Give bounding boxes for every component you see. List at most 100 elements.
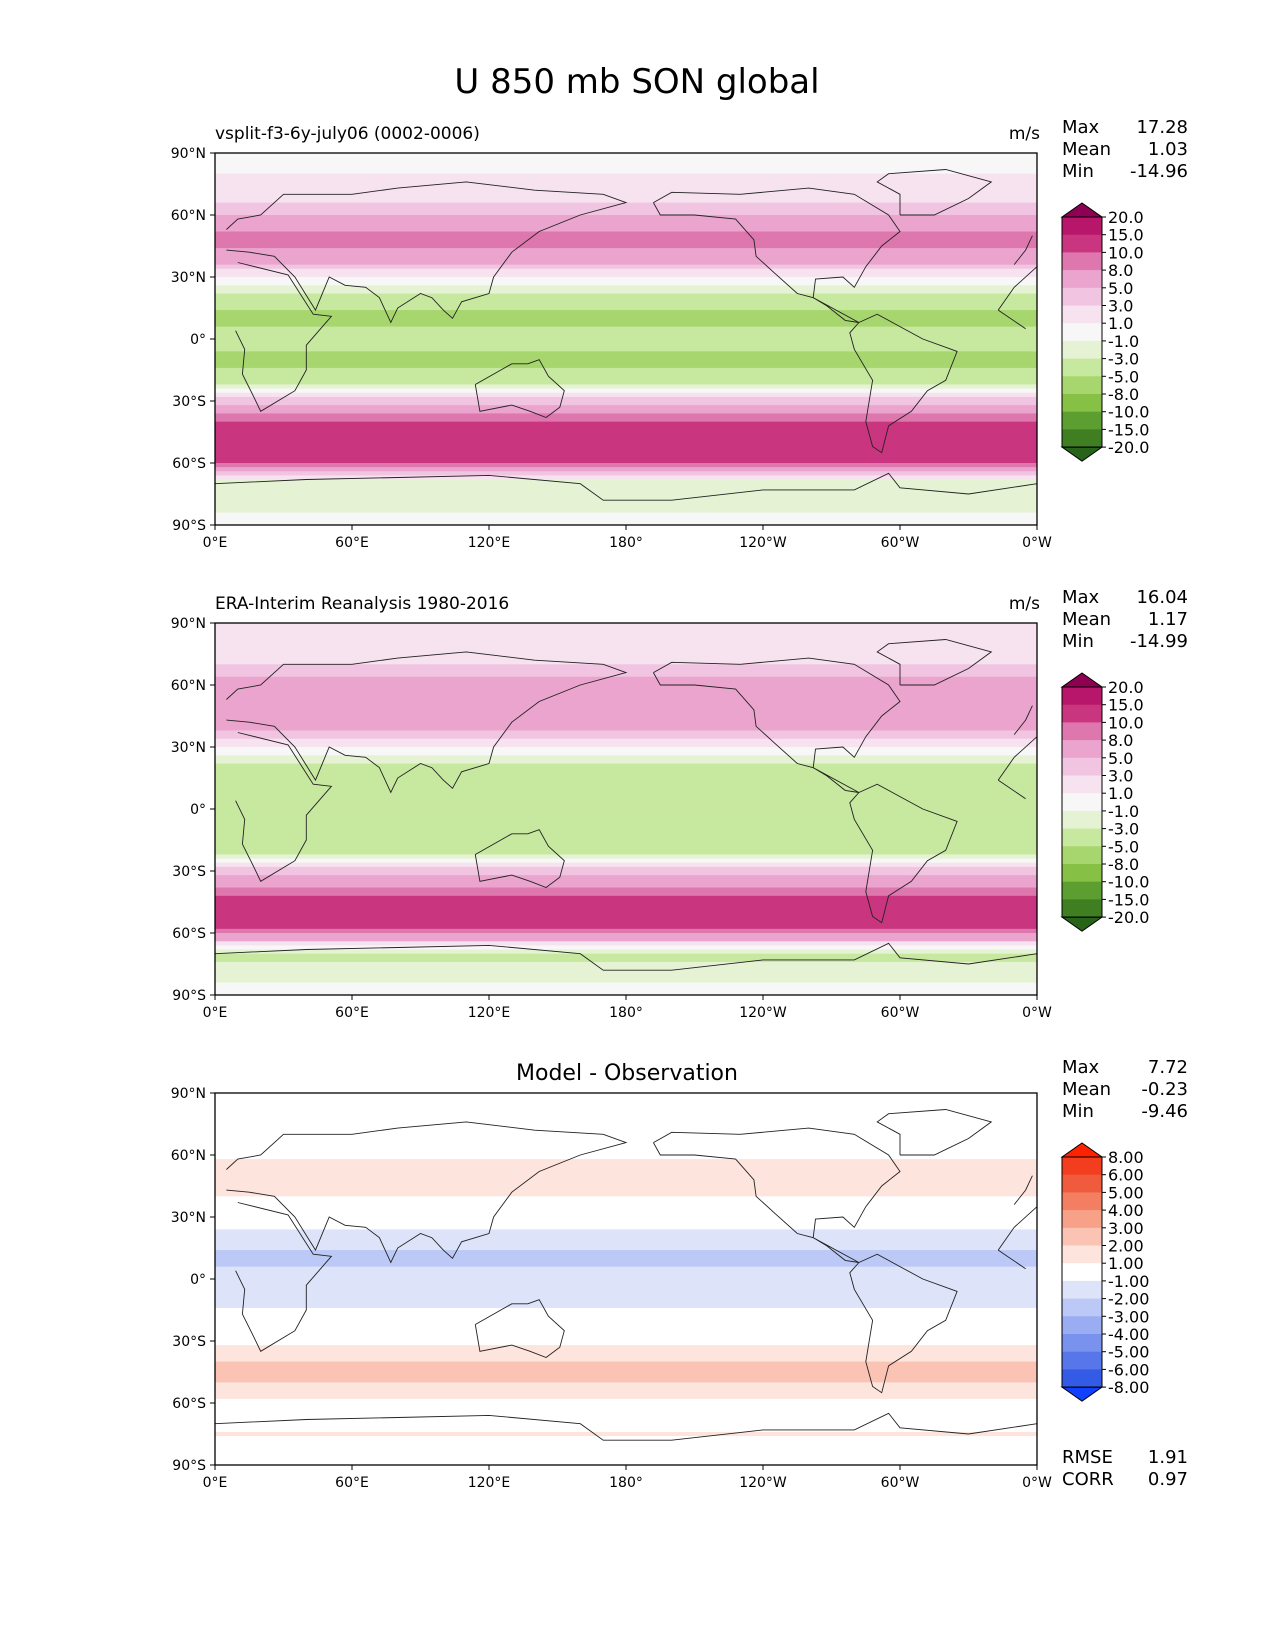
field-band — [215, 194, 1037, 200]
field-band — [215, 1245, 1037, 1251]
field-band — [215, 1427, 1037, 1433]
field-band — [215, 928, 1037, 934]
field-band — [215, 982, 1037, 988]
y-tick-label: 30°N — [171, 740, 206, 756]
field-band — [215, 821, 1037, 827]
field-band — [215, 751, 1037, 756]
colorbar-label: -3.0 — [1108, 820, 1139, 839]
field-band — [215, 1225, 1037, 1230]
colorbar-label: -10.0 — [1108, 873, 1149, 892]
field-band — [215, 463, 1037, 468]
field-band — [215, 372, 1037, 377]
colorbar-segment — [1062, 1351, 1102, 1370]
coastline — [474, 1299, 565, 1359]
field-band — [215, 1117, 1037, 1123]
field-band — [215, 933, 1037, 938]
coastline — [653, 1127, 901, 1263]
y-tick-label: 60°N — [171, 678, 206, 694]
y-tick-label: 30°S — [172, 1334, 206, 1350]
x-tick-label: 180° — [609, 1005, 643, 1021]
colorbar-segment — [1062, 793, 1102, 812]
field-band — [215, 1361, 1037, 1367]
field-band — [215, 862, 1037, 868]
field-band — [215, 705, 1037, 711]
field-band — [215, 401, 1037, 406]
colorbar-segment — [1062, 217, 1102, 236]
panel-difference: Model - Observation Max 7.72 Mean -0.23 … — [171, 1057, 1188, 1491]
field-band — [215, 1130, 1037, 1135]
field-band — [215, 722, 1037, 727]
field-band — [215, 1093, 1037, 1098]
field-band — [215, 858, 1037, 864]
colorbar-segment — [1062, 1334, 1102, 1353]
field-band — [215, 1142, 1037, 1148]
field-band — [215, 388, 1037, 394]
metrics-box: RMSE 1.91 CORR 0.97 — [1062, 1447, 1188, 1490]
field-band — [215, 413, 1037, 419]
axis-ticks: 0°E 60°E 120°E 180° 120°W 60°W 0°W 90°N 60°N 30°N… — [171, 146, 1052, 551]
field-band — [215, 1419, 1037, 1425]
field-band — [215, 1415, 1037, 1421]
coastline — [215, 472, 1037, 501]
field-band — [215, 866, 1037, 872]
field-band — [215, 651, 1037, 657]
colorbar-segment — [1062, 411, 1102, 430]
field-band — [215, 1097, 1037, 1102]
field-band — [215, 945, 1037, 951]
field-band — [215, 966, 1037, 971]
colorbar-label: -6.00 — [1108, 1360, 1149, 1379]
y-tick-label: 90°N — [171, 146, 206, 162]
field-band — [215, 310, 1037, 315]
coastline — [849, 313, 958, 454]
field-band — [215, 210, 1037, 216]
field-band — [215, 1109, 1037, 1115]
field-band — [215, 1312, 1037, 1317]
field-band — [215, 904, 1037, 909]
field-band — [215, 792, 1037, 798]
field-band — [215, 248, 1037, 253]
field-band — [215, 231, 1037, 237]
field-band — [215, 1283, 1037, 1288]
field-band — [215, 1175, 1037, 1181]
field-band — [215, 500, 1037, 505]
coastline — [226, 651, 628, 794]
field-band — [215, 676, 1037, 682]
y-tick-label: 90°S — [172, 988, 206, 1004]
coastline — [997, 779, 1026, 800]
max-value: 16.04 — [1136, 587, 1188, 608]
coastline — [876, 1109, 993, 1156]
field-band — [215, 223, 1037, 228]
colorbar-label: 5.00 — [1108, 1183, 1144, 1202]
field-band — [215, 1460, 1037, 1465]
y-tick-label: 60°S — [172, 1396, 206, 1412]
mean-value: 1.17 — [1148, 609, 1188, 630]
field-band — [215, 685, 1037, 690]
field-band — [215, 813, 1037, 818]
rmse-label: RMSE — [1062, 1447, 1113, 1468]
field-band — [215, 1440, 1037, 1445]
field-band — [215, 1279, 1037, 1284]
colorbar-segment — [1062, 1263, 1102, 1282]
colorbar-segment — [1062, 687, 1102, 706]
x-tick-label: 180° — [609, 535, 643, 551]
field-band — [215, 429, 1037, 435]
field-band — [215, 1171, 1037, 1177]
field-band — [215, 186, 1037, 191]
field-band — [215, 285, 1037, 290]
field-band — [215, 738, 1037, 744]
mean-value: 1.03 — [1148, 139, 1188, 160]
field-band — [215, 1221, 1037, 1226]
field-band — [215, 467, 1037, 472]
field-band — [215, 277, 1037, 282]
x-tick-label: 0°E — [203, 1475, 228, 1491]
mean-label: Mean — [1062, 609, 1111, 630]
field-band — [215, 924, 1037, 930]
colorbar-label: 10.0 — [1108, 243, 1144, 262]
field-band — [215, 974, 1037, 980]
field-band — [215, 1200, 1037, 1206]
colorbar-segment — [1062, 881, 1102, 900]
x-tick-label: 60°E — [335, 535, 369, 551]
coastline — [997, 1206, 1037, 1251]
field-band — [215, 1341, 1037, 1346]
field-band — [215, 846, 1037, 851]
